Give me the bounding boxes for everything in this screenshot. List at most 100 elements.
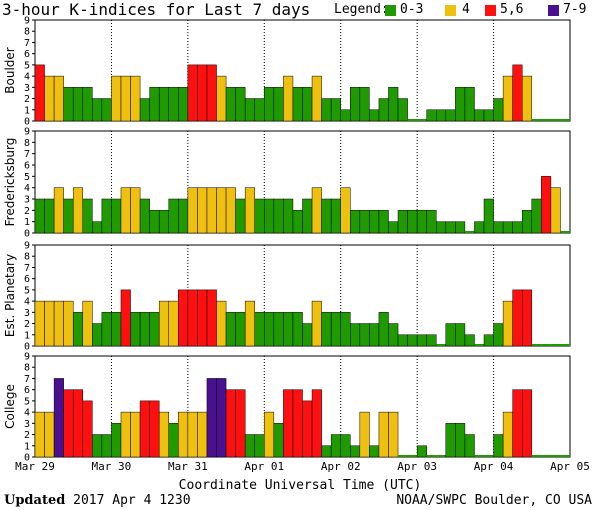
y-tick-label: 2 <box>24 94 30 105</box>
kindex-bar <box>225 187 236 234</box>
kindex-bar <box>34 411 45 458</box>
kindex-bar <box>369 445 380 458</box>
kindex-bar <box>72 187 84 234</box>
kindex-bar <box>340 109 351 122</box>
y-tick-label: 4 <box>24 297 30 308</box>
kindex-bar <box>120 187 131 234</box>
kindex-bar <box>130 411 141 458</box>
kindex-bar <box>302 400 313 458</box>
kindex-bar <box>512 64 523 122</box>
kindex-bar <box>426 210 437 234</box>
kindex-bar <box>206 187 217 234</box>
kindex-bar <box>350 323 361 347</box>
kindex-bar <box>197 411 208 458</box>
kindex-bar <box>264 312 275 347</box>
legend-swatch-5-6 <box>485 5 496 16</box>
kindex-bar <box>321 445 332 458</box>
kindex-bar <box>464 87 475 122</box>
kindex-bar <box>273 87 284 122</box>
kindex-bar <box>426 455 437 457</box>
kindex-bar <box>311 75 322 122</box>
y-tick-label: 6 <box>24 161 30 172</box>
kindex-bar <box>369 210 380 234</box>
kindex-bar <box>53 300 64 347</box>
kindex-bar <box>187 187 198 234</box>
kindex-bar <box>235 87 246 122</box>
legend-label: Legend: <box>334 2 389 17</box>
kindex-bar <box>426 334 437 347</box>
kindex-bar <box>388 323 399 347</box>
y-tick-label: 7 <box>24 149 30 160</box>
kindex-bar <box>512 389 523 458</box>
legend-swatch-4 <box>445 5 456 16</box>
kindex-bar <box>550 455 561 457</box>
kindex-bar <box>531 119 542 121</box>
kindex-bar <box>53 378 64 458</box>
kindex-bar <box>63 300 74 347</box>
kindex-bar <box>101 434 112 458</box>
kindex-bar <box>178 411 189 458</box>
panel-label-college: College <box>3 384 17 429</box>
y-tick-label: 0 <box>24 453 30 464</box>
y-tick-label: 6 <box>24 49 30 60</box>
kindex-bar <box>273 423 284 458</box>
kindex-bar <box>264 87 275 122</box>
kindex-bar <box>92 221 103 234</box>
kindex-bar <box>340 434 351 458</box>
kindex-bar <box>244 187 255 234</box>
x-tick-label: Apr 02 <box>321 460 361 473</box>
kindex-bar <box>474 344 485 346</box>
panel-label-est-planetary: Est. Planetary <box>3 254 17 337</box>
kindex-bar <box>216 75 227 122</box>
kindex-bar <box>244 434 255 458</box>
updated-label: Updated <box>4 493 66 508</box>
kindex-bar <box>178 198 189 234</box>
kindex-bar <box>120 289 131 347</box>
kindex-bar <box>311 187 322 234</box>
x-tick-label: Mar 30 <box>92 460 132 473</box>
kindex-bar <box>92 434 103 458</box>
x-tick-label: Mar 31 <box>168 460 208 473</box>
kindex-bar <box>292 389 303 458</box>
kindex-bar <box>359 210 370 234</box>
y-tick-label: 4 <box>24 72 30 83</box>
y-tick-label: 9 <box>24 127 30 138</box>
kindex-bar <box>158 87 169 122</box>
kindex-bar <box>493 434 504 458</box>
y-tick-label: 1 <box>24 105 30 116</box>
kindex-bar <box>130 312 141 347</box>
kindex-bar <box>130 187 141 234</box>
kindex-bar <box>34 64 45 122</box>
y-tick-label: 8 <box>24 363 30 374</box>
legend-text-7-9: 7-9 <box>563 2 587 17</box>
y-tick-label: 9 <box>24 16 30 27</box>
kindex-bar <box>455 423 466 458</box>
kindex-bar <box>340 312 351 347</box>
y-tick-label: 2 <box>24 319 30 330</box>
kindex-bar <box>359 411 370 458</box>
y-tick-label: 3 <box>24 83 30 94</box>
kindex-bar <box>484 455 494 457</box>
kindex-bar <box>206 289 217 347</box>
kindex-bar <box>493 323 504 347</box>
kindex-bar <box>560 344 570 346</box>
legend-swatch-7-9 <box>548 5 559 16</box>
kindex-bar <box>397 210 408 234</box>
kindex-bar <box>416 334 427 347</box>
kindex-bar <box>436 344 446 346</box>
kindex-bar <box>474 455 485 457</box>
kindex-bar <box>455 221 466 234</box>
kindex-bar <box>72 389 84 458</box>
x-tick-label: Apr 01 <box>244 460 284 473</box>
kindex-bar <box>63 389 74 458</box>
x-tick-label: Mar 29 <box>15 460 55 473</box>
kindex-bar <box>216 300 227 347</box>
kindex-bar <box>168 300 179 347</box>
kindex-bar <box>330 434 341 458</box>
kindex-bar <box>149 400 160 458</box>
kindex-bar <box>302 198 313 234</box>
kindex-bar <box>388 411 399 458</box>
kindex-bar <box>464 434 475 458</box>
kindex-bar <box>350 210 361 234</box>
kindex-bar <box>321 198 332 234</box>
